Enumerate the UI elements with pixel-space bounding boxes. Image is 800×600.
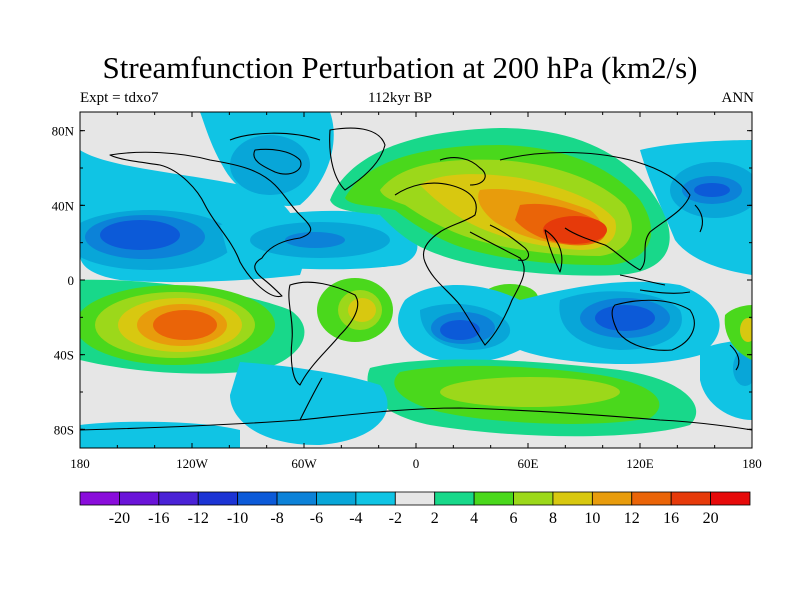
colorbar-swatch [591, 491, 633, 506]
colorbar-swatch [197, 491, 239, 506]
colorbar-swatch [276, 491, 317, 506]
colorbar-swatch [631, 491, 672, 506]
colorbar-label: 4 [470, 510, 478, 527]
colorbar-label: 10 [584, 510, 600, 527]
lat-tick-label: 0 [68, 273, 75, 288]
colorbar-label: 6 [510, 510, 518, 527]
colorbar-swatch [473, 491, 514, 506]
colorbar-label: 20 [703, 510, 719, 527]
coastlines [80, 127, 752, 431]
atlantic-low-contours [220, 210, 418, 270]
lat-tick-label: 40S [54, 348, 74, 363]
northwest-pacific-low-contours [640, 140, 752, 275]
colorbar-label: -12 [188, 510, 209, 527]
colorbar-swatch [513, 491, 554, 506]
lon-tick-label: 60E [518, 456, 539, 471]
colorbar-label: -10 [227, 510, 248, 527]
colorbar-swatch [158, 491, 199, 506]
colorbar-swatch [355, 491, 396, 506]
colorbar-label: 12 [624, 510, 640, 527]
field-layer [80, 112, 752, 448]
southern-ocean-high-contours [367, 359, 697, 437]
lat-tick-label: 80N [52, 124, 75, 139]
colorbar-label: -6 [310, 510, 323, 527]
time-label: 112kyr BP [367, 90, 433, 106]
colorbar-label: -16 [148, 510, 169, 527]
colorbar-label: -8 [270, 510, 283, 527]
indian-ocean-low-contours [398, 281, 720, 365]
colorbar-swatch [119, 491, 160, 506]
south-america-high-contours [317, 278, 393, 342]
latitude-axis: 80N 40N 0 40S 80S [52, 124, 752, 437]
colorbar: -20 -16 -12 -10 -8 -6 -4 -2 2 4 6 8 10 12 16 20 [79, 491, 751, 527]
south-pacific-high-contours [80, 279, 305, 374]
lon-tick-label: 120W [176, 456, 209, 471]
longitude-axis: 180 120W 60W 0 60E 120E 180 [70, 112, 762, 471]
colorbar-swatch [79, 491, 120, 506]
lat-tick-label: 40N [52, 198, 75, 213]
colorbar-swatch [394, 491, 436, 506]
season-label: ANN [721, 90, 755, 106]
colorbar-label: 8 [549, 510, 557, 527]
colorbar-label: 16 [663, 510, 679, 527]
colorbar-label: -20 [109, 510, 130, 527]
lon-tick-label: 120E [626, 456, 654, 471]
plot-title: Streamfunction Perturbation at 200 hPa (… [102, 50, 698, 85]
colorbar-swatch [434, 491, 475, 506]
lon-tick-label: 60W [291, 456, 317, 471]
colorbar-label: -4 [349, 510, 362, 527]
lat-tick-label: 80S [54, 422, 74, 437]
colorbar-swatch [710, 491, 751, 506]
experiment-label: Expt = tdxo7 [80, 90, 159, 106]
lon-tick-label: 180 [70, 456, 90, 471]
colorbar-label: -2 [389, 510, 402, 527]
colorbar-swatch [237, 491, 278, 506]
lon-tick-label: 180 [742, 456, 762, 471]
colorbar-swatch [552, 491, 593, 506]
colorbar-label: 2 [431, 510, 439, 527]
colorbar-swatch [670, 491, 711, 506]
lon-tick-label: 0 [413, 456, 420, 471]
colorbar-swatch [316, 491, 357, 506]
